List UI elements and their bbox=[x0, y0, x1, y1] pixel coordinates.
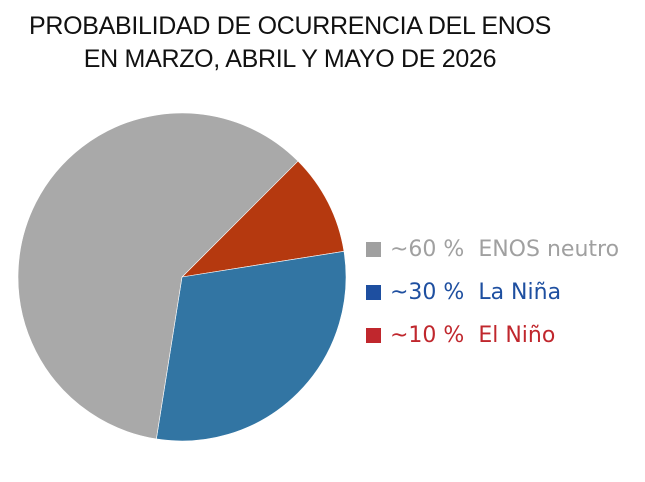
chart-title-line-2: EN MARZO, ABRIL Y MAYO DE 2026 bbox=[83, 45, 497, 73]
legend-label-la-nina: La Niña bbox=[478, 280, 562, 305]
legend-pct-la-nina: ~30 % bbox=[390, 280, 465, 305]
legend-swatch-la-nina bbox=[366, 285, 381, 300]
legend-item-enos-neutro: ~60 % ENOS neutro bbox=[366, 228, 619, 271]
legend-swatch-enos-neutro bbox=[366, 242, 381, 257]
chart-title-line-1: PROBABILIDAD DE OCURRENCIA DEL ENOS bbox=[28, 12, 552, 40]
legend-pct-el-nino: ~10 % bbox=[390, 323, 465, 348]
pie-slice-la-nina bbox=[156, 251, 347, 442]
pie-slice-el-nino bbox=[181, 160, 345, 278]
chart-title: PROBABILIDAD DE OCURRENCIA DEL ENOS EN M… bbox=[0, 10, 580, 76]
legend-label-el-nino: El Niño bbox=[478, 323, 556, 348]
pie-slice-enos-neutro bbox=[17, 112, 299, 440]
pie-chart bbox=[17, 112, 347, 442]
chart-legend: ~60 % ENOS neutro ~30 % La Niña ~10 % El… bbox=[366, 228, 619, 357]
legend-label-enos-neutro: ENOS neutro bbox=[478, 237, 620, 262]
legend-pct-enos-neutro: ~60 % bbox=[390, 237, 465, 262]
legend-item-la-nina: ~30 % La Niña bbox=[366, 271, 619, 314]
legend-item-el-nino: ~10 % El Niño bbox=[366, 314, 619, 357]
legend-swatch-el-nino bbox=[366, 328, 381, 343]
